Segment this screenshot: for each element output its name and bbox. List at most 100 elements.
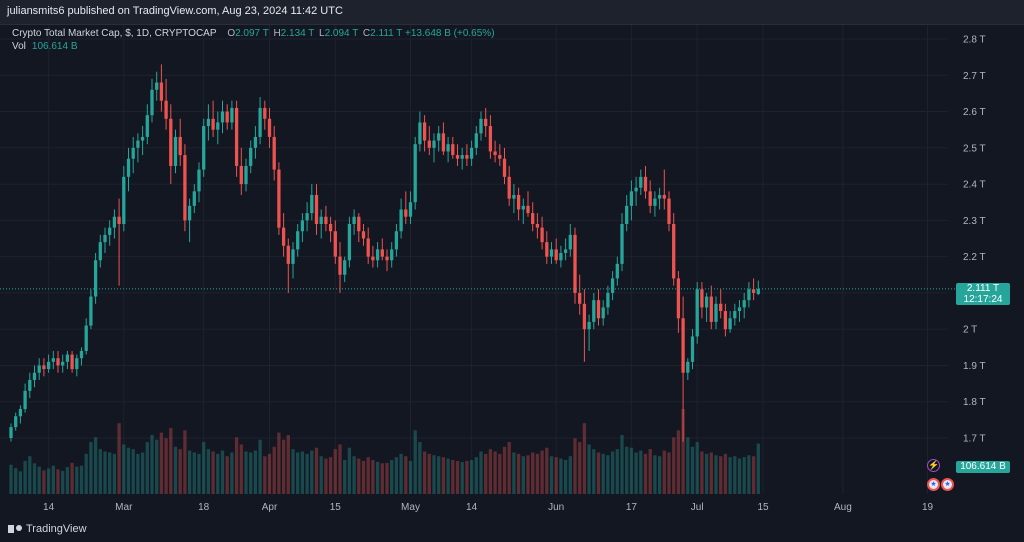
candle-body bbox=[639, 176, 643, 188]
volume-bar bbox=[75, 466, 79, 494]
volume-bar bbox=[291, 449, 295, 494]
price-tick-label: 2.8 T bbox=[963, 35, 986, 46]
volume-bar bbox=[32, 463, 37, 494]
candle-body bbox=[357, 216, 361, 232]
candle-body bbox=[432, 140, 436, 148]
time-axis[interactable]: 14 Mar 18 Apr 15 May 14 Jun 17 Jul 15 Aug 19 bbox=[43, 502, 933, 513]
volume-label[interactable]: Vol bbox=[12, 41, 26, 52]
candle-body bbox=[244, 165, 248, 185]
candle-body bbox=[625, 205, 629, 224]
symbol-title[interactable]: Crypto Total Market Cap, $, 1D, CRYPTOCA… bbox=[12, 28, 217, 39]
volume-bar bbox=[545, 447, 549, 494]
candle-body bbox=[507, 176, 511, 199]
tradingview-logo[interactable]: TradingView bbox=[8, 523, 87, 535]
candle-body bbox=[587, 321, 591, 330]
us-flag-icon[interactable]: ★ bbox=[941, 478, 954, 491]
candle-body bbox=[733, 311, 737, 319]
volume-bar bbox=[37, 466, 41, 494]
volume-bar bbox=[296, 452, 300, 494]
price-axis[interactable]: 1.7 T1.8 T1.9 T2 T2.1 T2.2 T2.3 T2.4 T2.… bbox=[963, 35, 986, 445]
volume-bar bbox=[709, 452, 713, 494]
price-chart[interactable]: 1.7 T1.8 T1.9 T2 T2.1 T2.2 T2.3 T2.4 T2.… bbox=[0, 25, 1024, 519]
volume-bar bbox=[310, 450, 314, 494]
volume-bar bbox=[672, 437, 676, 494]
candle-body bbox=[150, 89, 154, 116]
volume-bar bbox=[418, 442, 422, 494]
candle-body bbox=[465, 155, 469, 159]
candle-body bbox=[169, 118, 173, 166]
volume-bar bbox=[239, 444, 243, 494]
volume-bar bbox=[587, 444, 591, 494]
volume-bar bbox=[277, 432, 281, 494]
volume-bar bbox=[211, 451, 215, 494]
candle-body bbox=[75, 358, 79, 370]
volume-bar bbox=[568, 456, 572, 494]
time-tick-label: 15 bbox=[330, 502, 342, 513]
candle-body bbox=[140, 136, 145, 141]
candle-body bbox=[173, 136, 178, 166]
volume-bar bbox=[592, 449, 596, 494]
time-tick-label: Jul bbox=[691, 502, 704, 513]
volume-bar bbox=[272, 446, 276, 494]
candle-body bbox=[615, 263, 619, 279]
volume-bar bbox=[352, 456, 356, 494]
volume-bar bbox=[263, 456, 267, 494]
price-tick-label: 2.6 T bbox=[963, 107, 986, 118]
volume-bar bbox=[432, 455, 436, 494]
volume-bar bbox=[413, 430, 417, 494]
candle-body bbox=[178, 136, 182, 156]
volume-bar bbox=[451, 460, 455, 494]
candle-body bbox=[164, 100, 168, 119]
volume-bar bbox=[540, 450, 544, 494]
volume-bar bbox=[559, 458, 563, 494]
candle-body bbox=[296, 231, 300, 250]
candle-body bbox=[93, 260, 98, 297]
candle-body bbox=[380, 249, 384, 257]
volume-bar bbox=[404, 456, 408, 494]
publish-bar: juliansmits6 published on TradingView.co… bbox=[0, 0, 1024, 25]
candle-body bbox=[117, 216, 121, 224]
candle-body bbox=[122, 176, 126, 224]
volume-bar bbox=[512, 452, 516, 494]
volume-bar bbox=[643, 453, 648, 494]
candle-body bbox=[352, 216, 356, 224]
candle-body bbox=[737, 307, 742, 312]
volume-bar bbox=[145, 442, 149, 494]
volume-bar bbox=[192, 452, 196, 494]
high-value: 2.134 T bbox=[280, 28, 315, 39]
volume-bar bbox=[281, 439, 286, 494]
volume-bar bbox=[521, 456, 525, 494]
open-label: O bbox=[227, 28, 236, 39]
volume-bar bbox=[131, 449, 135, 494]
candle-body bbox=[662, 194, 666, 199]
volume-bar bbox=[79, 465, 84, 494]
candle-body bbox=[211, 118, 215, 130]
time-tick-label: 14 bbox=[466, 502, 478, 513]
volume-bar bbox=[582, 423, 587, 494]
volume-bar bbox=[399, 453, 403, 494]
us-flag-icon[interactable]: ★ bbox=[927, 478, 940, 491]
candle-body bbox=[554, 249, 558, 261]
candle-body bbox=[474, 133, 478, 148]
candle-body bbox=[719, 303, 723, 312]
last-volume-label: 106.614 B bbox=[956, 461, 1010, 473]
volume-bar bbox=[23, 460, 27, 494]
volume-bar bbox=[488, 449, 493, 494]
volume-bar bbox=[667, 452, 671, 494]
lightning-icon[interactable]: ⚡ bbox=[927, 459, 940, 472]
candle-body bbox=[9, 427, 13, 438]
candle-body bbox=[545, 242, 549, 257]
tv-logo-icon bbox=[8, 525, 22, 534]
candle-body bbox=[582, 303, 587, 330]
volume-bar bbox=[202, 442, 206, 494]
time-tick-label: Mar bbox=[115, 502, 133, 513]
low-label: L bbox=[319, 28, 325, 39]
candle-body bbox=[531, 213, 535, 224]
candle-body bbox=[521, 205, 525, 210]
volume-bar bbox=[686, 437, 690, 494]
candle-body bbox=[14, 416, 18, 428]
change-value: +13.648 B (+0.65%) bbox=[405, 28, 495, 39]
volume-bar bbox=[507, 442, 511, 494]
volume-bar bbox=[610, 451, 615, 494]
candle-body bbox=[216, 122, 220, 130]
